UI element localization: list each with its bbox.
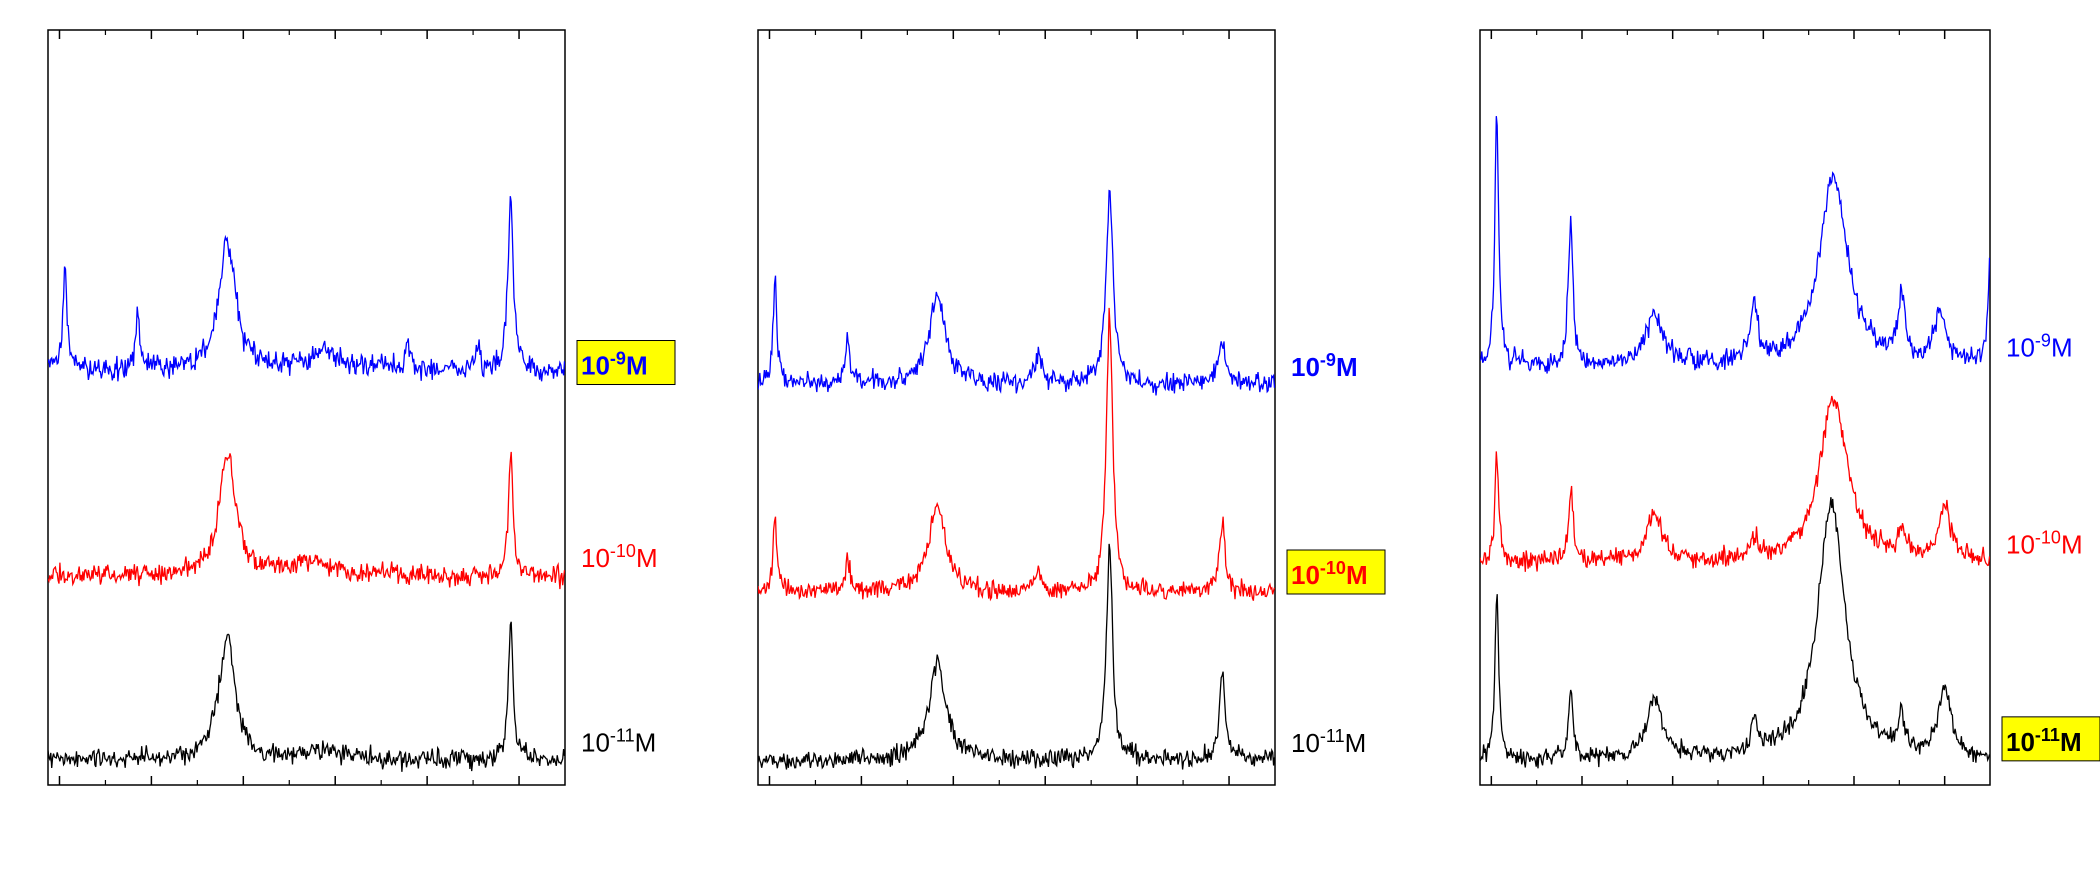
series-line-10-10M xyxy=(48,451,565,590)
chart-panel-a: 10-9M 10-10M 10-11M xyxy=(47,29,676,786)
traces xyxy=(48,196,565,772)
series-label: 10-11M xyxy=(1291,726,1366,758)
series-label-group-10-10M: 10-10M xyxy=(1286,549,1386,595)
series-label: 10-11M xyxy=(2006,725,2082,757)
series-label: 10-9M xyxy=(581,349,648,381)
series-label-highlight xyxy=(2001,716,2100,762)
plot-frame xyxy=(757,29,1276,786)
series-label-group-10-9M: 10-9M xyxy=(2006,331,2073,363)
series-label-group-10-9M: 10-9M xyxy=(576,340,676,386)
series-line-10-10M xyxy=(758,307,1275,602)
series-line-10-11M xyxy=(48,621,565,772)
series-line-10-11M xyxy=(1480,497,1990,769)
series-label-group-10-11M: 10-11M xyxy=(2001,716,2100,762)
series-line-10-11M xyxy=(758,543,1275,770)
plot-frame xyxy=(47,29,566,786)
series-label-group-10-10M: 10-10M xyxy=(581,541,658,573)
series-label: 10-10M xyxy=(1291,558,1368,590)
series-line-10-9M xyxy=(48,196,565,382)
series-label-group-10-10M: 10-10M xyxy=(2006,528,2083,560)
plot-frame xyxy=(1479,29,1991,786)
traces xyxy=(758,189,1275,770)
series-label-highlight xyxy=(1286,549,1386,595)
series-label-group-10-11M: 10-11M xyxy=(581,725,656,757)
series-label-group-10-11M: 10-11M xyxy=(1291,726,1366,758)
chart-panel-c: 10-9M 10-10M 10-11M xyxy=(1479,29,2100,786)
series-label-group-10-9M: 10-9M xyxy=(1291,350,1358,382)
series-label: 10-9M xyxy=(2006,331,2073,363)
series-label: 10-10M xyxy=(2006,528,2083,560)
traces xyxy=(1480,116,1990,769)
series-label: 10-10M xyxy=(581,541,658,573)
series-label: 10-11M xyxy=(581,725,656,757)
series-label: 10-9M xyxy=(1291,350,1358,382)
chart-panel-b: 10-9M 10-10M 10-11M xyxy=(757,29,1386,786)
series-line-10-10M xyxy=(1480,395,1990,572)
series-line-10-9M xyxy=(1480,116,1990,374)
series-line-10-9M xyxy=(758,189,1275,396)
series-label-highlight xyxy=(576,340,676,386)
